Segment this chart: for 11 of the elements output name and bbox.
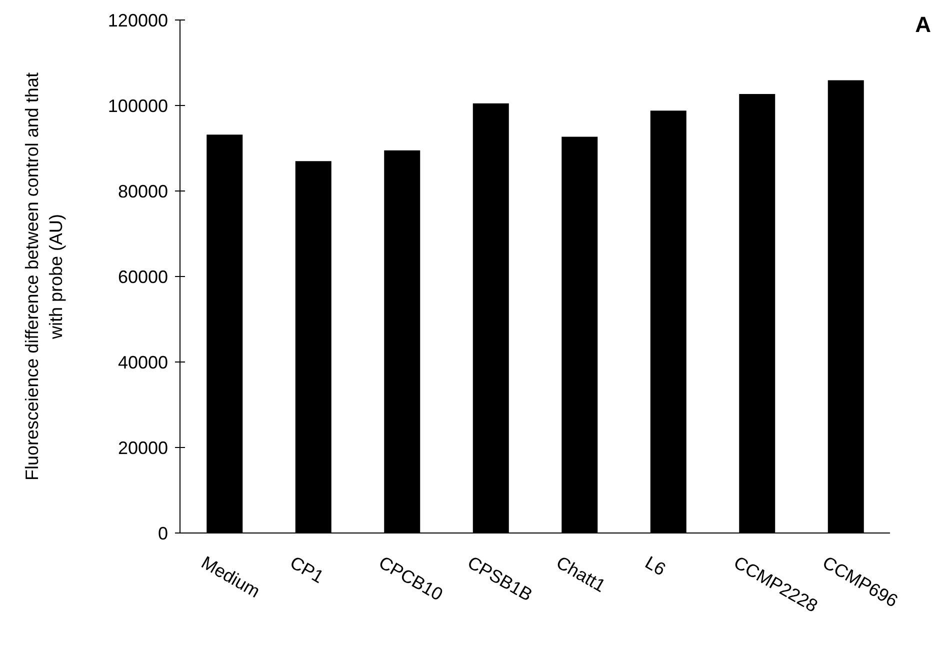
y-tick-label: 120000: [108, 10, 168, 30]
y-tick-label: 80000: [118, 181, 168, 202]
x-tick-label: CP1: [286, 552, 328, 588]
y-tick-label: 40000: [118, 352, 168, 372]
y-tick-label: 20000: [118, 438, 168, 458]
y-tick-label: 60000: [118, 266, 168, 287]
y-tick-label: 0: [158, 523, 168, 544]
x-tick-label: L6: [642, 552, 670, 580]
y-tick-label: 100000: [108, 96, 168, 116]
y-axis-title: Fluoresceience difference between control and that with probe (AU): [22, 72, 66, 480]
chart-title: A: [915, 12, 931, 38]
